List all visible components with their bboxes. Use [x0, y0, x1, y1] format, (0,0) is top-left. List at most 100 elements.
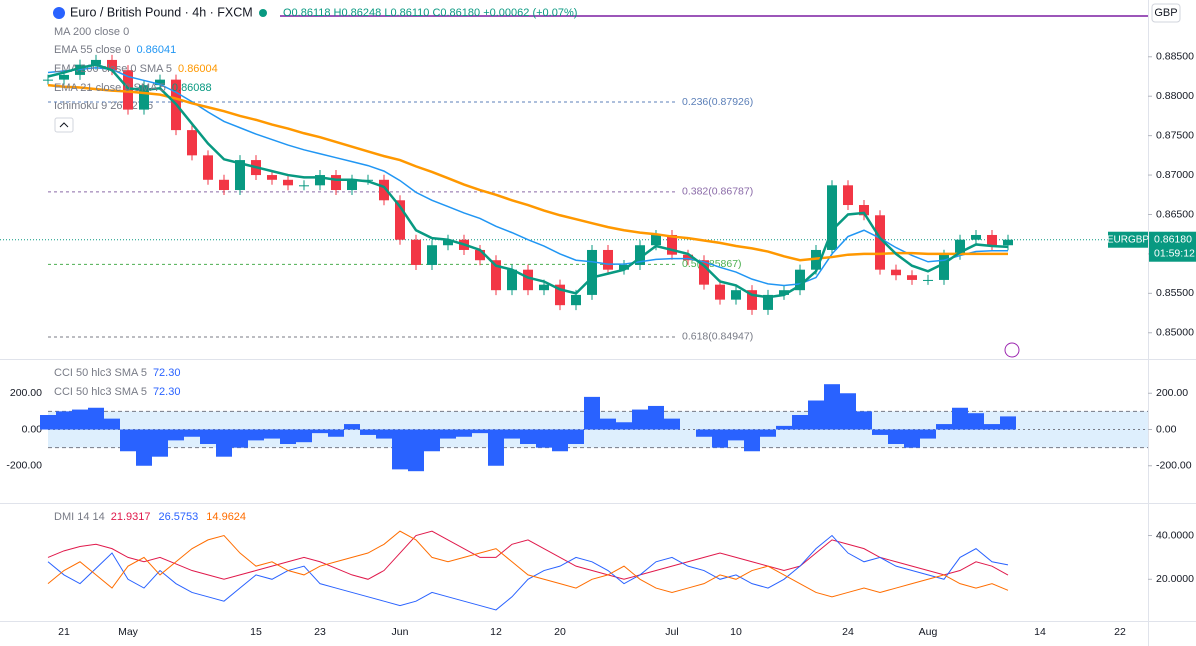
bar [280, 429, 296, 445]
y-tick-label: 200.00 [1156, 387, 1188, 399]
bar [136, 429, 152, 466]
bar [984, 424, 1000, 430]
bar [424, 429, 440, 452]
candle-body [235, 160, 245, 191]
y-tick-label-left: 200.00 [10, 387, 42, 399]
bar [792, 415, 808, 430]
bar [456, 429, 472, 437]
bar [1000, 416, 1016, 430]
bar [568, 429, 584, 445]
bar [664, 418, 680, 430]
legend-name: CCI 50 hlc3 SMA 5 [54, 367, 147, 379]
legend-value: 0.86041 [136, 44, 176, 56]
bar [840, 393, 856, 430]
x-tick-label: 24 [842, 626, 854, 638]
x-tick-label: 14 [1034, 626, 1046, 638]
bar [648, 405, 664, 430]
candle-body [715, 284, 725, 300]
candle-body [667, 234, 677, 255]
candle-body [267, 175, 277, 180]
candle-body [331, 175, 341, 191]
legend-value: 0.86088 [172, 82, 212, 94]
collapse-icon [59, 122, 69, 128]
series-line [47, 530, 1009, 580]
bar [728, 429, 744, 441]
legend-value: 72.30 [153, 367, 181, 379]
bar [328, 429, 344, 437]
legend-value: 72.30 [153, 386, 181, 398]
bar [776, 425, 792, 430]
bar [56, 411, 72, 430]
bar [440, 429, 456, 439]
candle-body [939, 254, 949, 280]
candle-body [843, 185, 853, 206]
bar [392, 429, 408, 470]
bar [888, 429, 904, 445]
header-title[interactable]: Euro / British Pound · 4h · FXCM [70, 5, 253, 19]
candle-body [859, 205, 869, 216]
bar [520, 429, 536, 445]
legend-name: CCI 50 hlc3 SMA 5 [54, 386, 147, 398]
legend-name: EMA 21 close 0 SMA 5 [54, 82, 166, 94]
x-tick-label: Aug [919, 626, 938, 638]
bar [600, 418, 616, 430]
candle-body [907, 275, 917, 280]
bar [696, 429, 712, 437]
legend-value: 26.5753 [159, 511, 199, 523]
y-tick-label: 0.87000 [1156, 169, 1194, 181]
bar [504, 429, 520, 439]
legend-name: EMA 55 close 0 [54, 44, 130, 56]
candle-body [507, 269, 517, 291]
x-tick-label: 15 [250, 626, 262, 638]
candle-body [731, 290, 741, 300]
candle-body [827, 185, 837, 250]
bar [808, 400, 824, 430]
candle-body [59, 74, 69, 80]
y-tick-label: 0.88500 [1156, 51, 1194, 63]
candle-body [619, 264, 629, 270]
legend-value: 14.9624 [206, 511, 246, 523]
symbol-icon [53, 7, 65, 19]
candle-body [427, 245, 437, 265]
candle-body [299, 185, 309, 187]
candle-body [747, 290, 757, 310]
countdown: 01:59:12 [1154, 247, 1195, 259]
bar [408, 429, 424, 472]
candle-body [1003, 239, 1013, 246]
x-tick-label: 12 [490, 626, 502, 638]
candle-body [139, 85, 149, 110]
candle-body [43, 79, 53, 81]
series-line [47, 63, 1009, 299]
candle-body [379, 179, 389, 201]
candle-body [155, 79, 165, 86]
candle-body [395, 200, 405, 240]
fib-label: 0.382(0.86787) [682, 186, 753, 198]
y-tick-label: 0.85500 [1156, 287, 1194, 299]
candle-body [635, 245, 645, 265]
candle-body [875, 215, 885, 270]
candle-body [475, 249, 485, 261]
candle-body [203, 155, 213, 180]
bar [472, 429, 488, 434]
currency: GBP [1154, 7, 1177, 19]
event-icon[interactable] [1004, 342, 1020, 358]
candle-body [923, 279, 933, 281]
candle-body [107, 59, 117, 71]
candle-body [347, 179, 357, 191]
price-tag-text: 0.86180 [1154, 233, 1192, 245]
collapse-legend[interactable] [54, 117, 74, 133]
currency-box[interactable] [1151, 3, 1181, 23]
bar [216, 429, 232, 457]
bar [376, 429, 392, 439]
bar [936, 424, 952, 430]
y-tick-label: 20.0000 [1156, 573, 1194, 585]
candle-body [971, 234, 981, 240]
candle-body [587, 249, 597, 295]
y-tick-label: 40.0000 [1156, 529, 1194, 541]
bar [824, 384, 840, 430]
series-line [47, 67, 1008, 287]
bar [552, 429, 568, 452]
candle-body [683, 254, 693, 261]
x-tick-label: Jul [665, 626, 678, 638]
